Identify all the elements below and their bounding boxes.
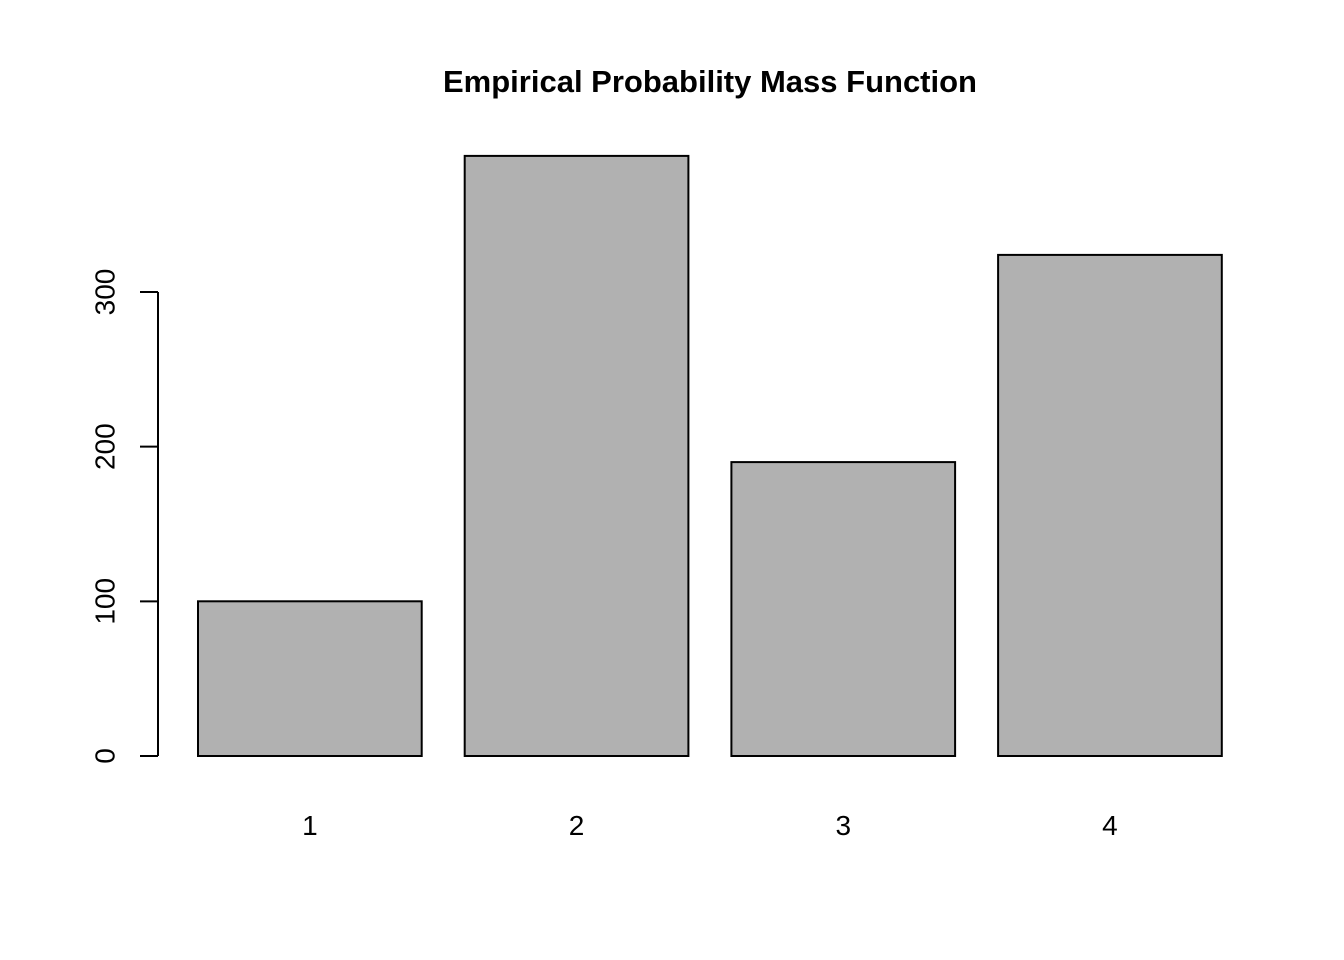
x-tick-label: 3 xyxy=(836,810,852,841)
x-tick-label: 4 xyxy=(1102,810,1118,841)
bar xyxy=(997,253,1223,757)
bar xyxy=(197,600,423,757)
bar xyxy=(730,461,957,757)
bar xyxy=(463,154,690,757)
x-tick-label: 2 xyxy=(569,810,585,841)
x-axis-labels: 1 2 3 4 xyxy=(302,810,1118,841)
y-tick-label: 0 xyxy=(90,748,121,764)
x-tick-label: 1 xyxy=(302,810,318,841)
y-tick-label: 200 xyxy=(90,423,121,470)
bars-group xyxy=(197,154,1223,757)
y-tick-label: 100 xyxy=(90,578,121,625)
y-tick-label: 300 xyxy=(90,269,121,316)
chart-title: Empirical Probability Mass Function xyxy=(443,64,977,99)
y-axis: 0 100 200 300 xyxy=(90,269,159,764)
